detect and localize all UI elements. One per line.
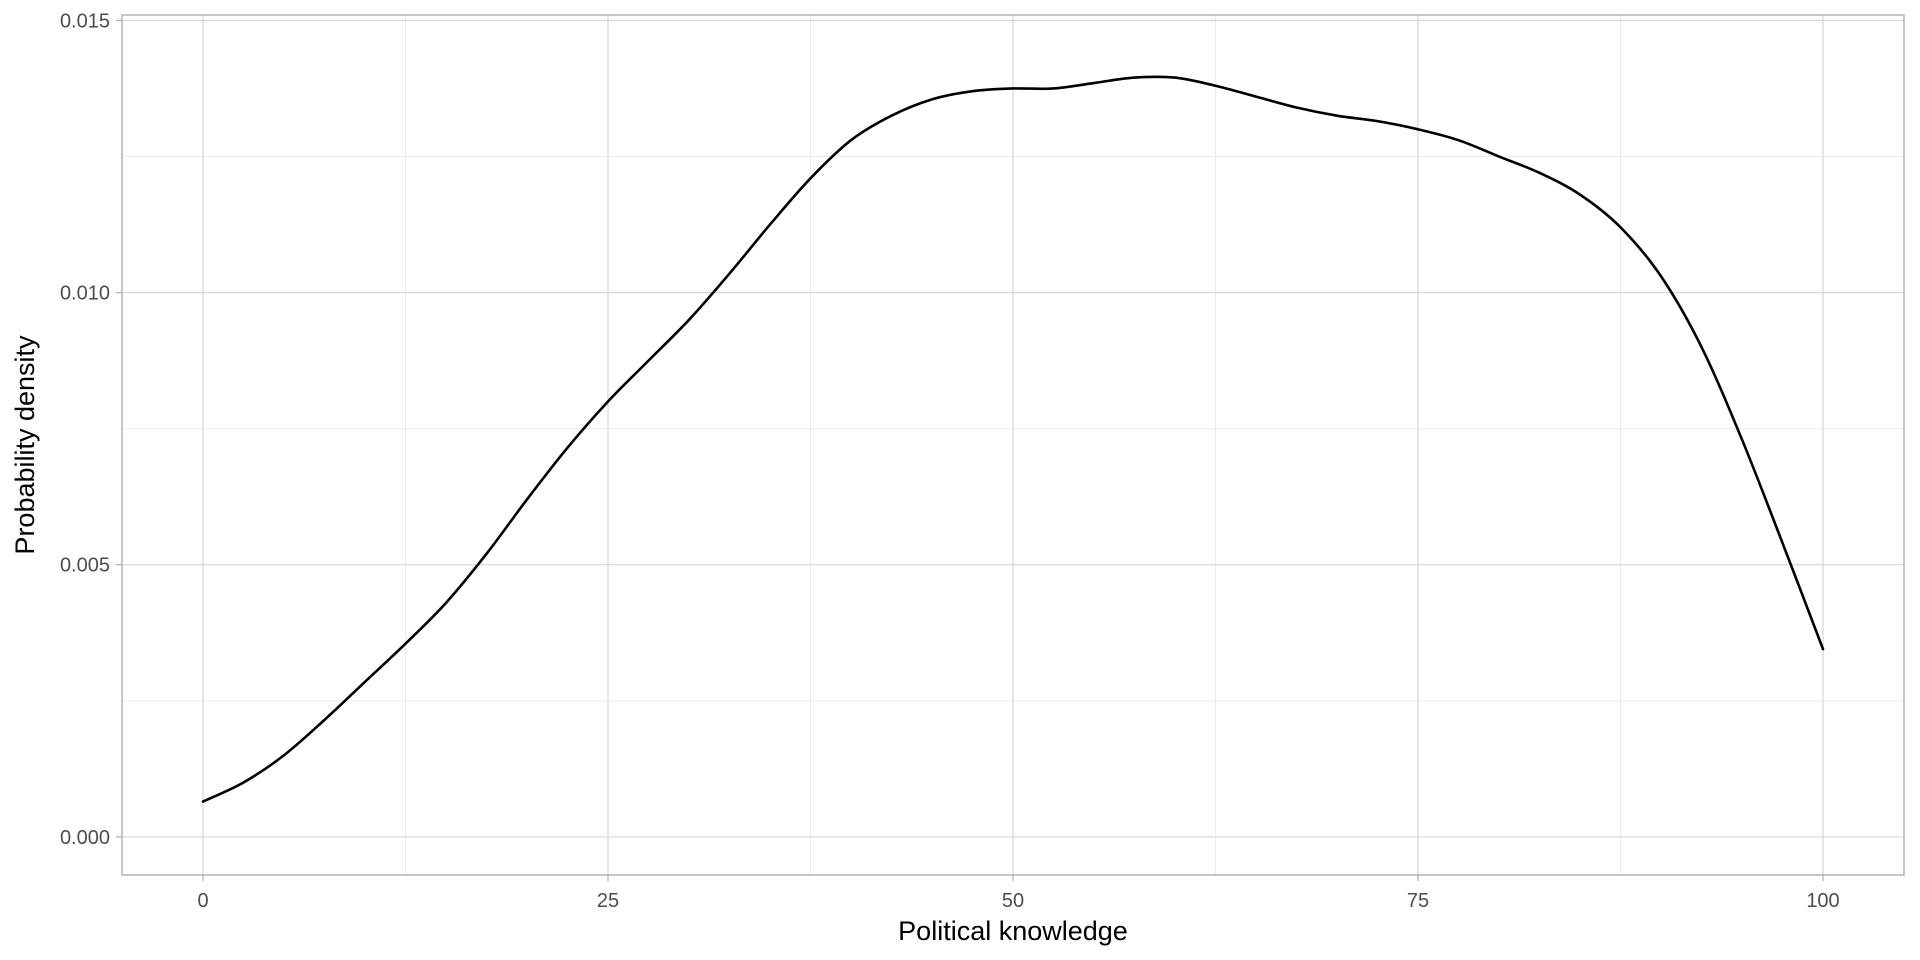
axis-tick-labels: 0 25 50 75 100 0.000 0.005 0.010 0.015 bbox=[60, 10, 1840, 912]
y-tick-label: 0.000 bbox=[60, 827, 110, 849]
x-axis-title: Political knowledge bbox=[898, 916, 1128, 946]
axis-ticks bbox=[116, 19, 1824, 881]
y-tick-label: 0.015 bbox=[60, 10, 110, 32]
x-tick-label: 75 bbox=[1407, 890, 1429, 912]
density-line bbox=[201, 75, 1825, 803]
x-tick-label: 50 bbox=[1002, 890, 1024, 912]
y-tick-label: 0.010 bbox=[60, 283, 110, 305]
density-series bbox=[201, 75, 1825, 803]
x-tick-label: 0 bbox=[197, 890, 208, 912]
y-axis-title: Probability density bbox=[10, 335, 40, 555]
x-tick-label: 25 bbox=[597, 890, 619, 912]
x-tick-label: 100 bbox=[1806, 890, 1839, 912]
y-tick-label: 0.005 bbox=[60, 555, 110, 577]
grid-lines bbox=[122, 15, 1904, 875]
